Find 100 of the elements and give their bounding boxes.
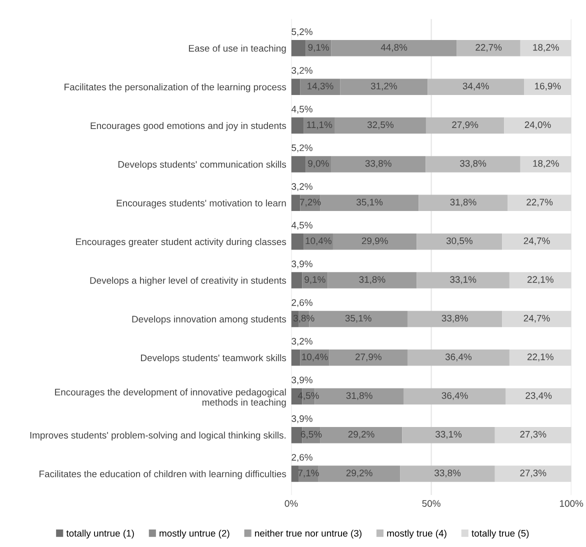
data-label: 27,9% bbox=[452, 121, 478, 130]
bar bbox=[426, 117, 504, 134]
data-label: 33,8% bbox=[365, 160, 392, 168]
bar bbox=[520, 40, 572, 56]
data-label: 3,9% bbox=[292, 260, 312, 268]
bar bbox=[340, 78, 428, 95]
data-label: 32,5% bbox=[367, 121, 394, 130]
data-label: 2,6% bbox=[292, 454, 312, 462]
y-tick-label: Encourages good emotions and joy in students bbox=[90, 122, 286, 131]
legend-label: totally true (5) bbox=[472, 530, 529, 538]
bar bbox=[306, 40, 332, 56]
data-label: 22,7% bbox=[476, 44, 502, 52]
bar bbox=[306, 156, 332, 172]
data-label: 9,1% bbox=[308, 44, 329, 52]
y-tick-label: Encourages the development of innovative pedagogical methods in teaching bbox=[55, 388, 286, 408]
bar bbox=[318, 466, 400, 482]
bar bbox=[428, 78, 524, 95]
data-label: 11,1% bbox=[307, 121, 332, 130]
bar bbox=[506, 388, 572, 404]
data-label: 35,1% bbox=[345, 314, 372, 323]
data-label: 35,1% bbox=[356, 198, 383, 207]
bar bbox=[502, 233, 572, 250]
data-label: 23,4% bbox=[526, 392, 552, 400]
data-label: 7,2% bbox=[300, 198, 321, 207]
y-tick-label: Improves students' problem-solving and logical thinking skills. bbox=[30, 432, 286, 440]
data-label: 22,1% bbox=[527, 354, 554, 362]
bar bbox=[291, 78, 300, 95]
bar bbox=[524, 78, 572, 95]
data-label: 4,5% bbox=[298, 392, 319, 400]
x-tick-label: 50% bbox=[422, 500, 440, 507]
bar bbox=[508, 194, 572, 212]
data-label: 18,2% bbox=[533, 44, 559, 52]
bar bbox=[291, 40, 306, 56]
data-label: 36,4% bbox=[442, 392, 468, 400]
bar bbox=[291, 117, 304, 134]
data-label: 3,8% bbox=[293, 314, 314, 323]
bar bbox=[328, 272, 417, 288]
legend-label: mostly true (4) bbox=[387, 530, 446, 538]
data-label: 3,2% bbox=[292, 338, 312, 346]
bar bbox=[291, 233, 304, 250]
data-label: 5,2% bbox=[292, 28, 312, 36]
data-label: 31,8% bbox=[359, 276, 386, 284]
bar bbox=[520, 156, 572, 172]
bar bbox=[407, 350, 510, 366]
y-tick-label: Develops innovation among students bbox=[132, 316, 286, 324]
bar bbox=[494, 466, 572, 482]
data-label: 33,8% bbox=[460, 160, 486, 168]
bar bbox=[426, 156, 520, 172]
data-label: 10,4% bbox=[306, 237, 332, 246]
data-label: 44,8% bbox=[380, 44, 408, 52]
data-label: 27,9% bbox=[356, 354, 382, 362]
y-tick-label: Encourages students' motivation to learn bbox=[116, 200, 286, 208]
bar bbox=[329, 350, 408, 366]
bar bbox=[291, 426, 302, 444]
y-tick-label: Facilitates the personalization of the learning process bbox=[64, 83, 286, 92]
y-tick-label: Develops students' communication skills bbox=[118, 160, 286, 170]
legend-label: totally untrue (1) bbox=[66, 530, 134, 538]
data-label: 5,2% bbox=[292, 144, 312, 152]
data-label: 18,2% bbox=[533, 160, 559, 168]
data-label: 4,5% bbox=[291, 222, 312, 230]
data-label: 27,3% bbox=[520, 430, 546, 439]
y-tick-label: Develops a higher level of creativity in students bbox=[90, 276, 286, 286]
data-label: 34,4% bbox=[462, 82, 489, 91]
bar bbox=[504, 117, 572, 134]
data-label: 10,4% bbox=[302, 354, 328, 362]
data-label: 29,2% bbox=[348, 430, 374, 439]
bar bbox=[320, 194, 419, 212]
data-label: 31,8% bbox=[346, 392, 372, 400]
data-label: 3,9% bbox=[292, 415, 312, 424]
bar bbox=[291, 194, 300, 212]
bar bbox=[291, 156, 306, 172]
bar bbox=[300, 78, 340, 95]
bar bbox=[331, 40, 457, 56]
data-label: 31,8% bbox=[450, 198, 476, 207]
data-label: 30,5% bbox=[446, 237, 472, 246]
bar bbox=[418, 194, 508, 212]
data-label: 24,7% bbox=[524, 314, 550, 323]
data-label: 2,6% bbox=[292, 299, 312, 308]
bar bbox=[291, 466, 299, 482]
bar bbox=[509, 272, 572, 288]
bar bbox=[334, 117, 426, 134]
data-label: 3,9% bbox=[292, 376, 312, 384]
data-label: 9,1% bbox=[304, 276, 326, 284]
bar bbox=[300, 350, 330, 366]
y-tick-label: Ease of use in teaching bbox=[188, 44, 286, 54]
data-label: 16,9% bbox=[535, 82, 561, 91]
data-label: 33,8% bbox=[434, 470, 461, 478]
bar bbox=[416, 272, 510, 288]
bar bbox=[502, 310, 572, 328]
data-label: 3,2% bbox=[292, 67, 312, 75]
bar bbox=[456, 40, 520, 56]
data-label: 29,2% bbox=[346, 470, 372, 478]
y-tick-label: Develops students' teamwork skills bbox=[141, 354, 286, 364]
data-label: 29,9% bbox=[362, 237, 388, 246]
bar bbox=[407, 310, 502, 328]
bar bbox=[320, 426, 402, 444]
bar bbox=[494, 426, 572, 444]
data-label: 9,0% bbox=[308, 160, 329, 168]
bar bbox=[416, 233, 502, 250]
bar bbox=[402, 426, 495, 444]
